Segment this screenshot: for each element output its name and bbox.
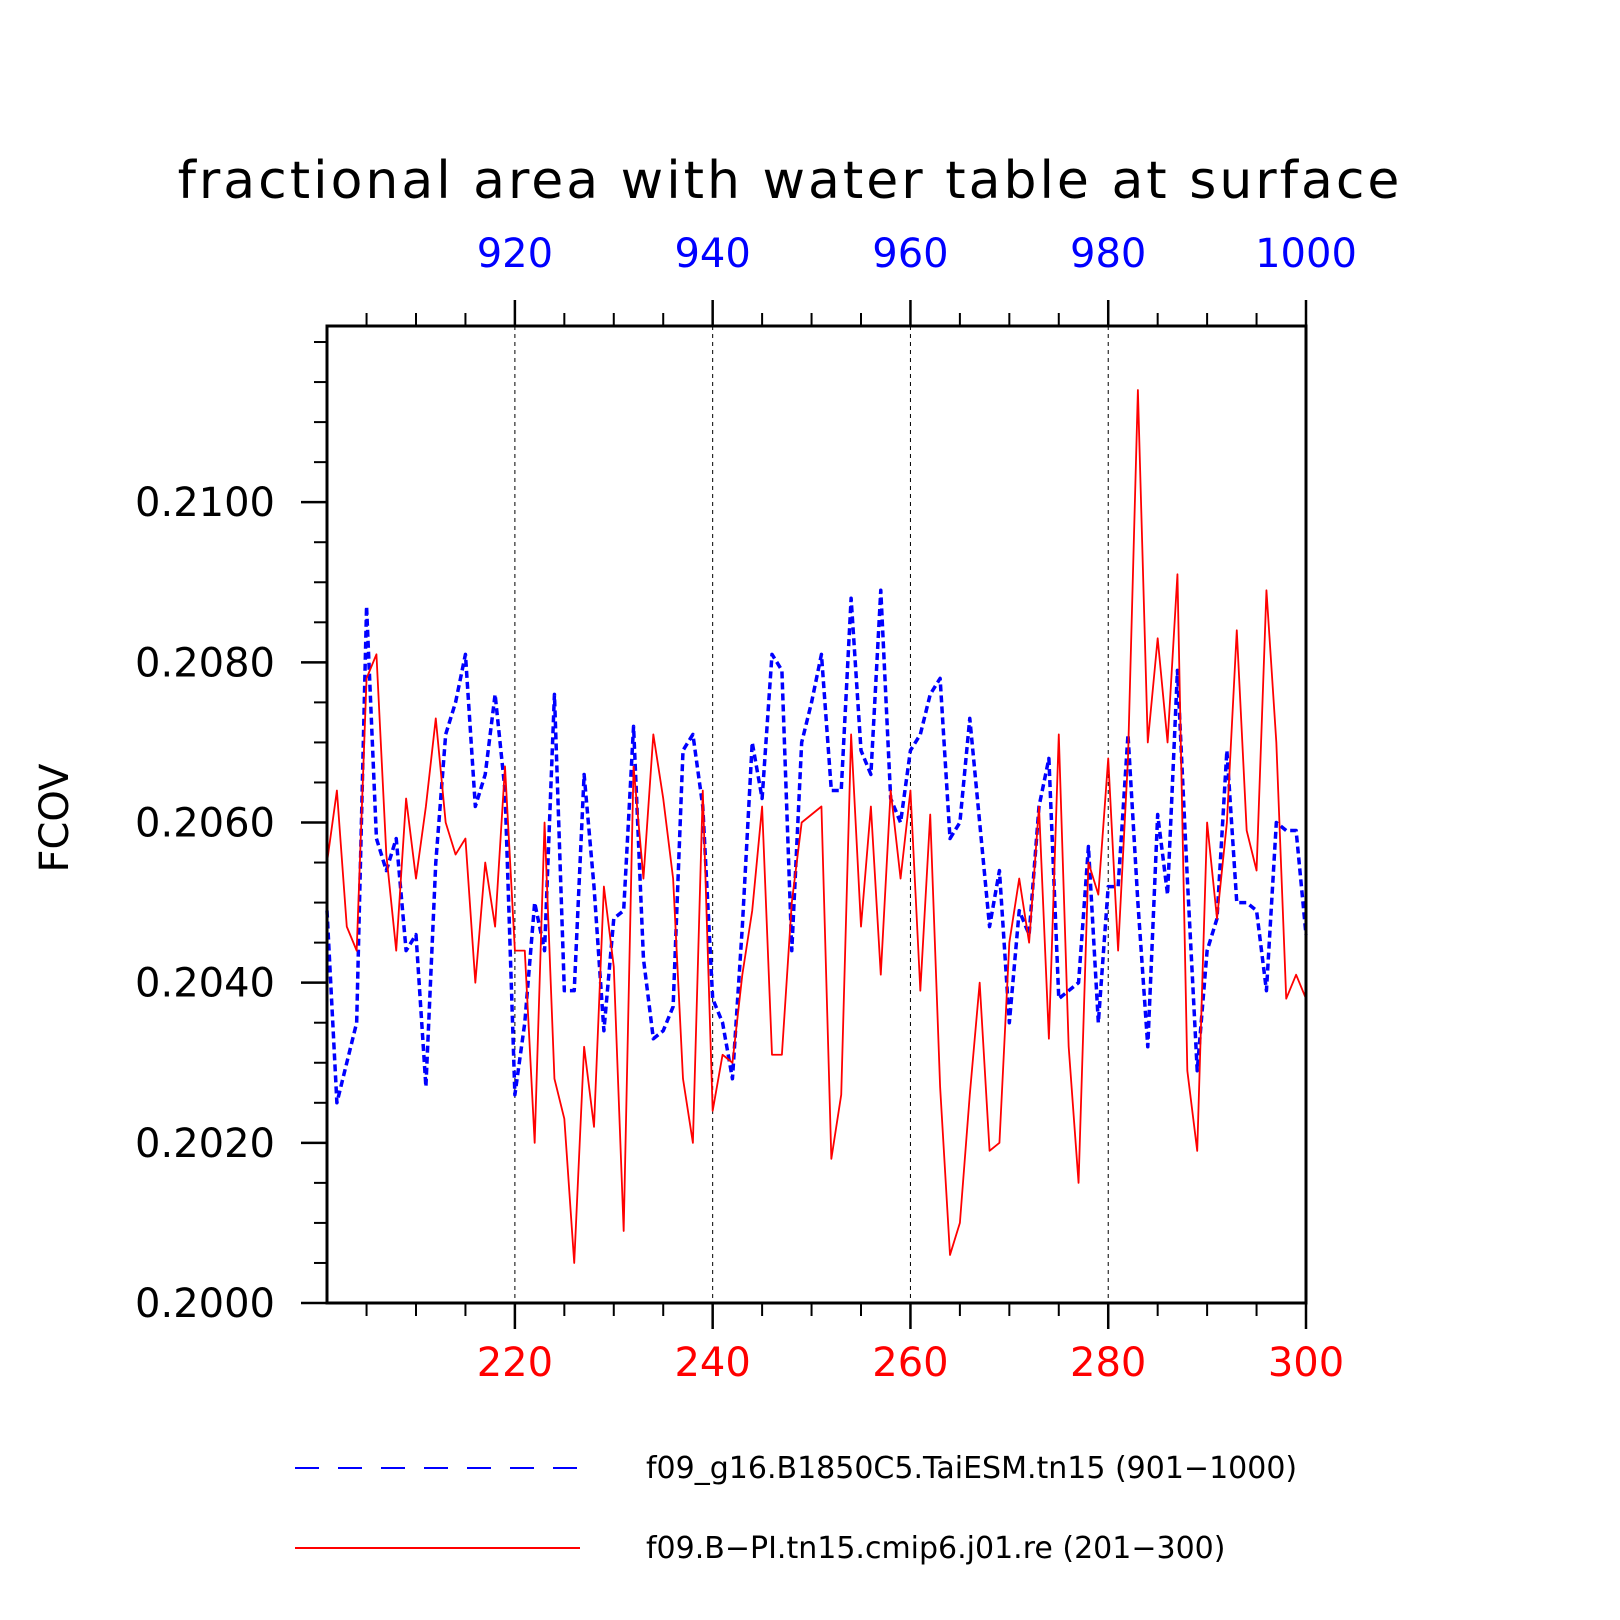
y-tick-label: 0.2020 bbox=[135, 1121, 275, 1167]
x-top-tick-label: 1000 bbox=[1255, 231, 1357, 277]
legend-label-1: f09_g16.B1850C5.TaiESM.tn15 (901−1000) bbox=[646, 1451, 1297, 1486]
x-bottom-tick-label: 300 bbox=[1268, 1340, 1344, 1386]
plot-frame bbox=[325, 324, 1308, 1305]
series-layer bbox=[325, 389, 1308, 1264]
x-bottom-tick-label: 240 bbox=[674, 1340, 750, 1386]
x-top-tick-label: 980 bbox=[1070, 231, 1146, 277]
y-tick-label: 0.2040 bbox=[135, 961, 275, 1007]
x-bottom-tick-label: 260 bbox=[872, 1340, 948, 1386]
x-top-tick-label: 920 bbox=[477, 231, 553, 277]
series-line-1 bbox=[325, 588, 1308, 1105]
x-top-tick-label: 940 bbox=[674, 231, 750, 277]
x-top-tick-label: 960 bbox=[872, 231, 948, 277]
series-line-2 bbox=[326, 389, 1307, 1264]
ticks: 0.2000 0.2020 0.2040 0.2060 0.2080 0.2100 220 2… bbox=[135, 231, 1357, 1386]
y-tick-label: 0.2100 bbox=[135, 480, 275, 526]
y-axis-label: FCOV bbox=[32, 763, 78, 873]
x-gridlines bbox=[514, 326, 1109, 1303]
axes bbox=[325, 324, 1308, 1305]
y-tick-label: 0.2080 bbox=[135, 640, 275, 686]
x-bottom-tick-label: 280 bbox=[1070, 1340, 1146, 1386]
x-bottom-tick-label: 220 bbox=[477, 1340, 553, 1386]
y-tick-label: 0.2060 bbox=[135, 801, 275, 847]
legend: f09_g16.B1850C5.TaiESM.tn15 (901−1000) f0… bbox=[295, 1451, 1297, 1566]
legend-label-2: f09.B−PI.tn15.cmip6.j01.re (201−300) bbox=[646, 1531, 1225, 1566]
y-tick-label: 0.2000 bbox=[135, 1281, 275, 1327]
chart-title: fractional area with water table at surf… bbox=[178, 151, 1403, 211]
